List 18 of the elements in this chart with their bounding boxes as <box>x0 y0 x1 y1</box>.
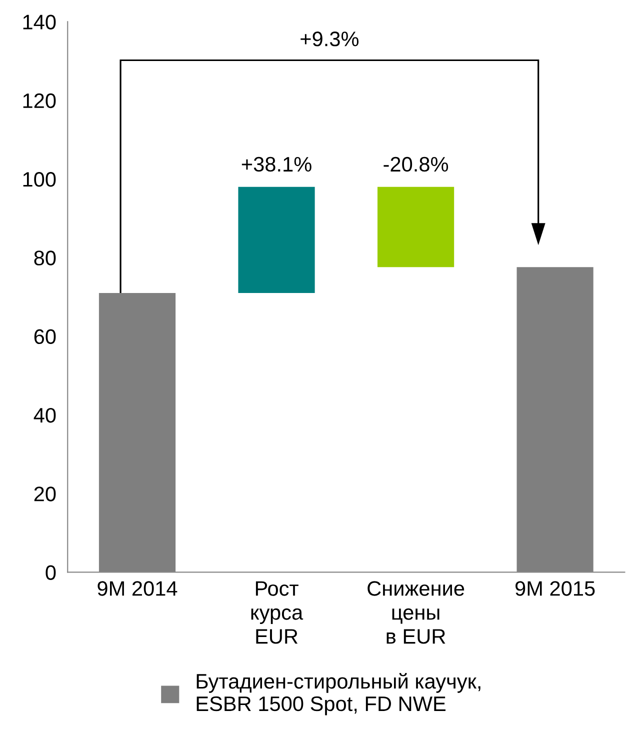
annotation: +9.3% <box>300 32 359 46</box>
y-tick-label: 100 <box>23 172 56 187</box>
annotation: +38.1% <box>242 156 312 172</box>
x-tick-label: Снижение цены в EUR <box>368 581 464 644</box>
x-tick-label: 9M 2015 <box>515 581 595 596</box>
y-tick-label: 20 <box>34 486 56 502</box>
legend-label: Бутадиен-стирольный каучук, ESBR 1500 Spot, FD NWE <box>196 673 480 716</box>
y-tick-label: 140 <box>23 14 56 30</box>
annotation: -20.8% <box>384 156 448 172</box>
bar <box>238 186 315 294</box>
x-tick-label: 9M 2014 <box>98 581 178 596</box>
x-tick-label: Рост курса EUR <box>251 581 304 644</box>
y-tick-label: 80 <box>34 250 56 266</box>
y-tick-label: 40 <box>34 408 56 423</box>
y-tick-label: 0 <box>46 565 56 580</box>
y-tick-label: 60 <box>34 329 56 344</box>
bar <box>377 186 454 268</box>
y-tick-label: 120 <box>23 93 56 108</box>
